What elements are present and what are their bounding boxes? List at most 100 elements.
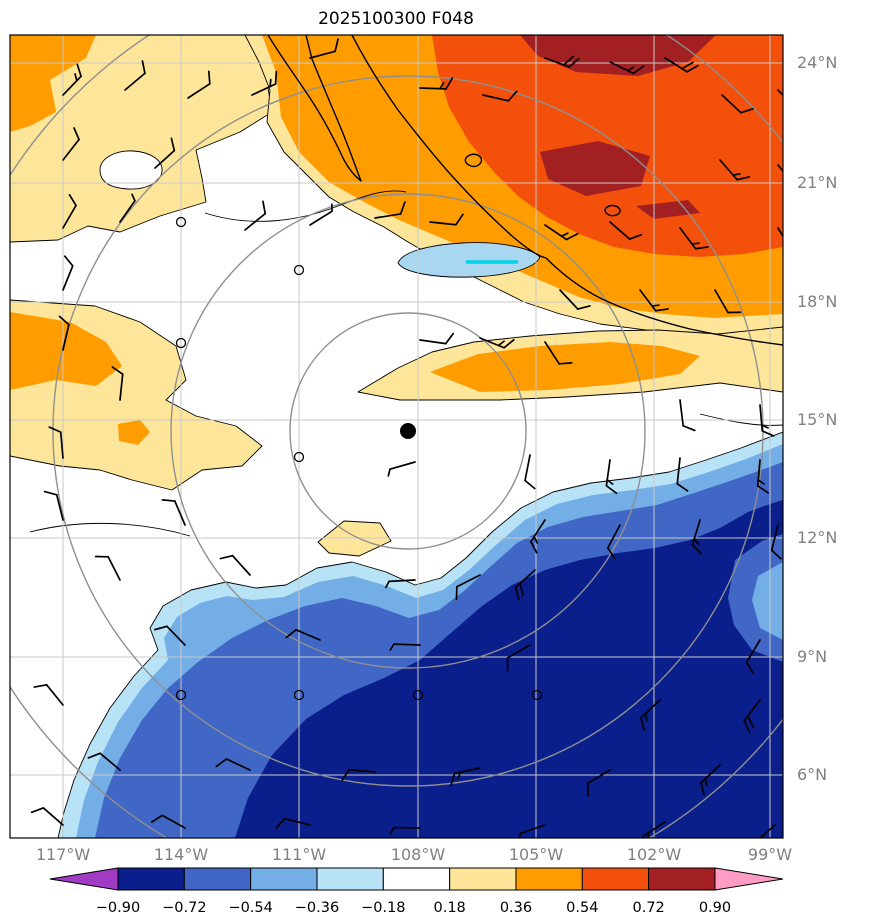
colorbar-right-arrow (714, 867, 784, 891)
figure-title: 2025100300 F048 (318, 9, 474, 29)
wind-barb (640, 699, 661, 731)
wind-barb (719, 159, 751, 181)
lat-tick-label: 18°N (797, 292, 837, 311)
calm-wind-circle (293, 451, 305, 463)
wind-barb (309, 38, 339, 59)
wind-barb (524, 454, 536, 490)
lon-tick-label: 105°W (509, 845, 564, 864)
wind-barb (745, 639, 761, 674)
wind-barb (389, 643, 421, 651)
wind-barb (119, 193, 136, 223)
wind-barb (219, 554, 251, 576)
wind-barb (385, 579, 416, 589)
wind-barb (514, 569, 536, 601)
wind-barb (450, 767, 481, 787)
wind-barb (419, 77, 454, 90)
wind-barb (609, 221, 643, 240)
contour-region-darkred-top (520, 35, 716, 76)
wind-barb (48, 426, 64, 459)
wind-barb (62, 193, 77, 229)
colorbar-tick-label: −0.90 (96, 900, 140, 916)
plot-area (10, 35, 783, 838)
wind-barb (251, 70, 278, 96)
contour-region-darkred-sliver (636, 200, 700, 219)
wind-barb (721, 94, 754, 114)
wind-barb (275, 817, 311, 829)
calm-wind-circle (531, 689, 543, 701)
colorbar-tick-label: −0.72 (162, 900, 206, 916)
wind-barb (664, 57, 699, 73)
lon-tick-label: 108°W (391, 845, 446, 864)
colorbar-segment-paleyellow (449, 867, 517, 891)
contour-region-orange-topleft (10, 35, 96, 132)
wind-barb (43, 490, 64, 521)
wind-barb (777, 89, 783, 110)
coastline (351, 35, 783, 346)
wind-barb (111, 366, 124, 401)
wind-barb (309, 203, 333, 226)
wind-barb (244, 200, 267, 231)
wind-barb (754, 824, 776, 838)
wind-barb (770, 524, 782, 560)
lat-tick-label: 21°N (797, 173, 837, 192)
wind-barb (691, 519, 703, 555)
wind-barb (341, 768, 376, 782)
colorbar-tick-label: −0.36 (295, 900, 339, 916)
plot-frame (9, 34, 784, 839)
colorbar-tick-label: 0.18 (434, 900, 466, 916)
wind-barb (215, 758, 251, 771)
wind-barb (429, 213, 464, 226)
wind-barb (743, 699, 761, 734)
wind-barb (187, 70, 211, 99)
lon-tick-label: 102°W (627, 845, 682, 864)
wind-barb (62, 127, 80, 161)
lon-tick-label: 114°W (154, 845, 209, 864)
wind-barb (759, 404, 775, 437)
wind-barb (777, 227, 783, 252)
wind-barb (606, 524, 621, 560)
calm-wind-circle (175, 689, 187, 701)
wind-barb (389, 826, 421, 835)
coastline (604, 204, 621, 217)
colorbar-segment-redorange (581, 867, 650, 891)
colorbar-segment-darkred (648, 867, 716, 891)
colorbar-tick-label: 0.90 (699, 900, 731, 916)
calm-wind-circle (293, 689, 305, 701)
wind-barb (529, 519, 546, 554)
lon-tick-label: 117°W (36, 845, 91, 864)
colorbar-tick-label: 0.36 (500, 900, 532, 916)
coastline (267, 35, 362, 182)
wind-barb (586, 769, 611, 797)
colorbar-tick-label: −0.18 (361, 900, 405, 916)
lat-tick-label: 24°N (797, 53, 837, 72)
lat-tick-label: 12°N (797, 528, 837, 547)
wind-barb (150, 814, 186, 829)
colorbar-segment-orange (515, 867, 583, 891)
wind-barb (609, 61, 645, 75)
calm-wind-circle (293, 264, 305, 276)
wind-barb (62, 255, 74, 291)
wind-barb (419, 332, 455, 345)
contour-region-orange-left (10, 312, 122, 390)
calm-wind-circle (175, 216, 187, 228)
colorbar-segment-palecyan (316, 867, 384, 891)
lat-tick-label: 6°N (797, 765, 827, 784)
wind-barb (714, 289, 742, 314)
contour-region-pocket-light (752, 562, 783, 640)
wind-barb (33, 683, 64, 706)
colorbar-segment-white (382, 867, 451, 891)
wind-barb (679, 227, 709, 250)
wind-barb (517, 824, 546, 838)
wind-barb (30, 807, 64, 826)
colorbar-segment-navy (117, 867, 185, 891)
wind-barb (479, 337, 515, 349)
lon-tick-label: 111°W (272, 845, 327, 864)
wind-barb (676, 457, 689, 492)
colorbar-left-arrow (49, 867, 119, 891)
colorbar-tick-label: 0.72 (632, 900, 664, 916)
colorbar-tick-label: 0.54 (566, 900, 598, 916)
storm-center-dot (400, 423, 416, 439)
range-ring (289, 312, 527, 550)
wind-barb (154, 137, 176, 169)
